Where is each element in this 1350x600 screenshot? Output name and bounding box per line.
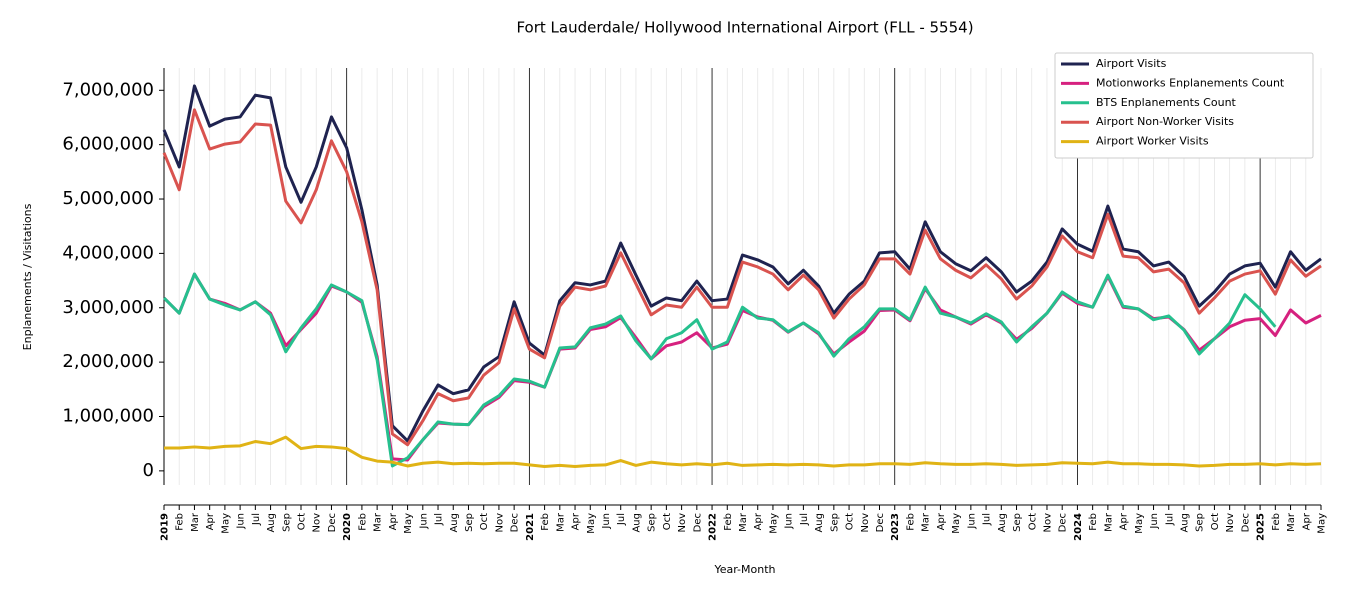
chart-title: Fort Lauderdale/ Hollywood International… xyxy=(516,19,973,37)
x-tick-label: Dec xyxy=(692,513,703,532)
x-tick-label: Feb xyxy=(723,513,734,531)
x-tick-label: 2019 xyxy=(160,513,171,541)
x-tick-label: May xyxy=(951,513,962,534)
x-tick-label: Nov xyxy=(860,513,871,533)
x-tick-label: Dec xyxy=(875,513,886,532)
x-tick-label: Aug xyxy=(997,513,1008,533)
y-tick-label: 6,000,000 xyxy=(62,134,154,155)
x-tick-label: Nov xyxy=(494,513,505,533)
series-line xyxy=(162,108,1322,447)
y-tick-label: 1,000,000 xyxy=(62,405,154,426)
x-tick-label: Jul xyxy=(434,513,445,526)
legend-label: Airport Visits xyxy=(1096,57,1167,70)
x-tick-label: Dec xyxy=(1058,513,1069,532)
series-line xyxy=(162,84,1322,443)
x-tick-label: May xyxy=(768,513,779,534)
legend-box xyxy=(1054,52,1314,159)
x-tick-label: Mar xyxy=(1103,512,1114,532)
x-tick-label: Sep xyxy=(1012,513,1023,532)
y-tick-label: 0 xyxy=(143,460,154,481)
y-tick-label: 7,000,000 xyxy=(62,79,154,100)
x-tick-label: Feb xyxy=(540,513,551,531)
x-tick-label: May xyxy=(1317,513,1328,534)
x-tick-label: Nov xyxy=(312,513,323,533)
legend-label: Motionworks Enplanements Count xyxy=(1096,76,1285,89)
x-tick-label: Jun xyxy=(1149,513,1160,530)
x-tick-label: Jun xyxy=(601,513,612,530)
x-tick-label: Feb xyxy=(175,513,186,531)
x-tick-label: 2023 xyxy=(890,513,901,541)
x-tick-label: Feb xyxy=(357,513,368,531)
x-tick-label: 2021 xyxy=(525,513,536,541)
x-tick-label: Oct xyxy=(1210,513,1221,530)
x-tick-label: Apr xyxy=(1119,512,1130,530)
x-tick-label: Apr xyxy=(571,512,582,530)
legend-label: Airport Worker Visits xyxy=(1096,135,1209,148)
x-tick-label: 2020 xyxy=(342,513,353,541)
x-tick-label: Apr xyxy=(1301,512,1312,530)
x-tick-label: Feb xyxy=(1088,513,1099,531)
y-tick-label: 5,000,000 xyxy=(62,188,154,209)
legend-label: Airport Non-Worker Visits xyxy=(1096,115,1234,128)
x-tick-label: Jul xyxy=(251,513,262,526)
x-tick-label: Mar xyxy=(373,512,384,532)
x-tick-label: Oct xyxy=(479,513,490,530)
x-tick-label: Feb xyxy=(905,513,916,531)
x-tick-label: Apr xyxy=(205,512,216,530)
legend-label: BTS Enplanements Count xyxy=(1096,96,1237,109)
x-tick-label: Sep xyxy=(647,513,658,532)
x-tick-label: Aug xyxy=(449,513,460,533)
x-tick-label: Dec xyxy=(1240,513,1251,532)
x-tick-label: Jun xyxy=(966,513,977,530)
x-tick-label: Feb xyxy=(1271,513,1282,531)
x-tick-label: Sep xyxy=(464,513,475,532)
x-tick-label: 2025 xyxy=(1256,513,1267,541)
x-tick-label: Dec xyxy=(327,513,338,532)
series-line xyxy=(164,435,1322,469)
x-tick-label: 2024 xyxy=(1073,513,1084,541)
x-tick-label: Aug xyxy=(814,513,825,533)
x-tick-label: Oct xyxy=(1027,513,1038,530)
x-tick-label: Apr xyxy=(388,512,399,530)
x-tick-label: Mar xyxy=(1286,512,1297,532)
x-tick-label: Jun xyxy=(418,513,429,530)
x-tick-label: Jul xyxy=(982,513,993,526)
x-tick-label: Jul xyxy=(616,513,627,526)
x-tick-label: Jul xyxy=(799,513,810,526)
y-tick-label: 2,000,000 xyxy=(62,351,154,372)
y-tick-label: 4,000,000 xyxy=(62,242,154,263)
x-tick-label: Sep xyxy=(281,513,292,532)
x-tick-label: Jun xyxy=(784,513,795,530)
x-tick-label: Sep xyxy=(1195,513,1206,532)
x-tick-label: Oct xyxy=(845,513,856,530)
x-tick-label: Aug xyxy=(266,513,277,533)
x-tick-label: Jul xyxy=(1164,513,1175,526)
x-tick-label: Oct xyxy=(662,513,673,530)
series-line xyxy=(162,272,1277,468)
x-tick-label: Apr xyxy=(936,512,947,530)
x-tick-label: Oct xyxy=(297,513,308,530)
x-tick-label: May xyxy=(403,513,414,534)
x-axis-label: Year-Month xyxy=(713,563,775,576)
x-tick-label: Aug xyxy=(631,513,642,533)
x-tick-label: Mar xyxy=(921,512,932,532)
x-tick-label: May xyxy=(586,513,597,534)
y-tick-label: 3,000,000 xyxy=(62,297,154,318)
x-tick-label: Nov xyxy=(1225,513,1236,533)
x-tick-label: Nov xyxy=(1042,513,1053,533)
x-tick-label: Apr xyxy=(753,512,764,530)
x-tick-label: Mar xyxy=(738,512,749,532)
x-tick-label: Mar xyxy=(555,512,566,532)
x-tick-label: Mar xyxy=(190,512,201,532)
x-tick-label: May xyxy=(1134,513,1145,534)
x-tick-label: 2022 xyxy=(708,513,719,541)
x-tick-label: Aug xyxy=(1179,513,1190,533)
x-tick-label: Dec xyxy=(510,513,521,532)
x-tick-label: Nov xyxy=(677,513,688,533)
x-tick-label: Sep xyxy=(829,513,840,532)
y-axis-label: Enplanements / Visitations xyxy=(21,203,34,350)
x-tick-label: Jun xyxy=(236,513,247,530)
x-tick-label: May xyxy=(220,513,231,534)
